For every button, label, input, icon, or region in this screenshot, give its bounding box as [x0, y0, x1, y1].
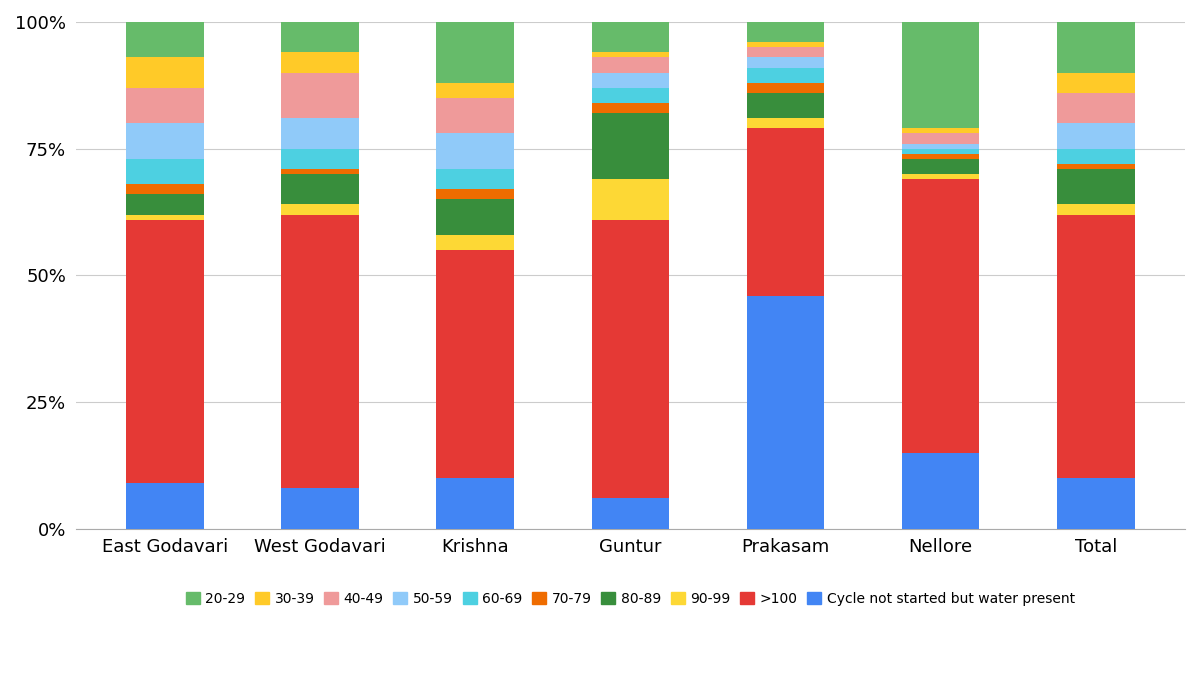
Bar: [902, 154, 979, 159]
Bar: [126, 159, 204, 184]
Bar: [281, 205, 359, 215]
Bar: [281, 174, 359, 205]
Bar: [902, 128, 979, 134]
Bar: [126, 194, 204, 215]
Bar: [281, 73, 359, 118]
Bar: [126, 57, 204, 88]
Bar: [746, 93, 824, 118]
Bar: [902, 159, 979, 174]
Bar: [126, 88, 204, 124]
Bar: [281, 118, 359, 148]
Bar: [281, 22, 359, 53]
Bar: [1057, 124, 1134, 148]
Bar: [592, 22, 670, 53]
Bar: [592, 88, 670, 103]
Bar: [437, 98, 514, 134]
Bar: [437, 199, 514, 235]
Bar: [592, 179, 670, 219]
Bar: [902, 174, 979, 179]
Bar: [126, 184, 204, 194]
Bar: [437, 134, 514, 169]
Bar: [1057, 215, 1134, 478]
Bar: [437, 250, 514, 478]
Bar: [592, 219, 670, 498]
Bar: [281, 148, 359, 169]
Bar: [126, 124, 204, 159]
Bar: [902, 17, 979, 128]
Bar: [126, 215, 204, 219]
Bar: [592, 498, 670, 529]
Bar: [126, 483, 204, 529]
Bar: [746, 296, 824, 529]
Bar: [746, 128, 824, 296]
Bar: [902, 453, 979, 529]
Bar: [281, 169, 359, 174]
Bar: [1057, 169, 1134, 205]
Bar: [592, 57, 670, 73]
Bar: [592, 53, 670, 57]
Bar: [746, 47, 824, 57]
Bar: [1057, 22, 1134, 73]
Bar: [437, 235, 514, 250]
Bar: [1057, 93, 1134, 124]
Bar: [902, 134, 979, 144]
Bar: [902, 179, 979, 453]
Bar: [902, 148, 979, 154]
Bar: [592, 113, 670, 179]
Bar: [437, 478, 514, 529]
Bar: [746, 68, 824, 83]
Legend: 20-29, 30-39, 40-49, 50-59, 60-69, 70-79, 80-89, 90-99, >100, Cycle not started : 20-29, 30-39, 40-49, 50-59, 60-69, 70-79…: [180, 587, 1080, 612]
Bar: [1057, 205, 1134, 215]
Bar: [281, 53, 359, 73]
Bar: [281, 215, 359, 488]
Bar: [126, 22, 204, 57]
Bar: [437, 22, 514, 83]
Bar: [746, 43, 824, 47]
Bar: [1057, 148, 1134, 164]
Bar: [746, 57, 824, 68]
Bar: [902, 144, 979, 148]
Bar: [746, 118, 824, 128]
Bar: [126, 219, 204, 483]
Bar: [281, 488, 359, 529]
Bar: [437, 83, 514, 98]
Bar: [746, 83, 824, 93]
Bar: [437, 169, 514, 189]
Bar: [1057, 478, 1134, 529]
Bar: [1057, 164, 1134, 169]
Bar: [437, 189, 514, 199]
Bar: [746, 22, 824, 43]
Bar: [592, 73, 670, 88]
Bar: [592, 103, 670, 113]
Bar: [1057, 73, 1134, 93]
